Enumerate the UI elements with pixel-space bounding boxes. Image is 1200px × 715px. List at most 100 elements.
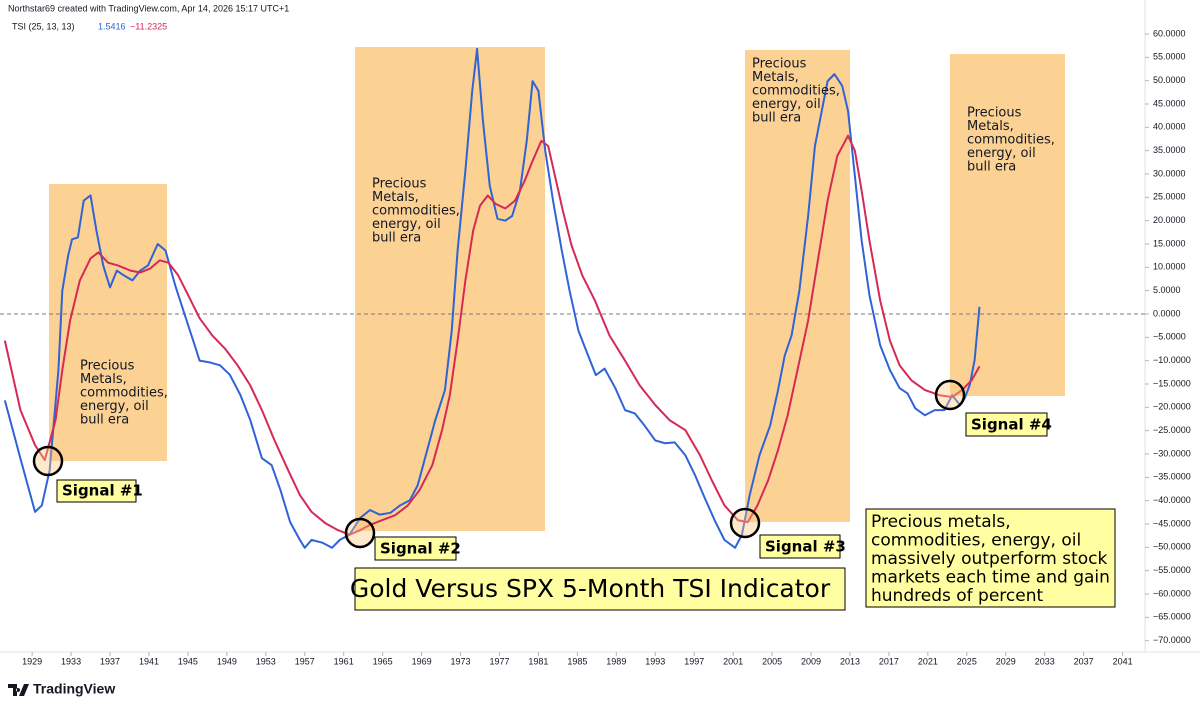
x-tick-label: 1929	[22, 656, 42, 666]
note-text: hundreds of percent	[871, 586, 1043, 606]
note-text: Precious metals,	[871, 512, 1011, 532]
y-tick-label: 50.0000	[1153, 75, 1186, 85]
era-text: Metals,	[752, 70, 799, 85]
y-tick-label: −65.0000	[1153, 612, 1191, 622]
y-tick-label: 40.0000	[1153, 122, 1186, 132]
signal-box	[759, 534, 841, 559]
x-tick-label: 1993	[645, 656, 665, 666]
era-text: bull era	[967, 160, 1016, 175]
x-tick-label: 2001	[723, 656, 743, 666]
signal-circle	[729, 507, 761, 539]
era-box	[745, 50, 850, 522]
era-text: commodities,	[752, 84, 840, 99]
x-tick-label: 2017	[879, 656, 899, 666]
y-tick-label: −50.0000	[1153, 542, 1191, 552]
y-tick-label: −30.0000	[1153, 448, 1191, 458]
era-text: bull era	[80, 413, 129, 428]
era-shading	[49, 47, 1065, 531]
signal-label: Signal #2	[380, 540, 461, 558]
y-tick-label: −45.0000	[1153, 518, 1191, 528]
x-tick-label: 2005	[762, 656, 782, 666]
x-tick-label: 1933	[61, 656, 81, 666]
x-tick-label: 2037	[1074, 656, 1094, 666]
era-text: Metals,	[80, 372, 127, 387]
era-text: bull era	[752, 111, 801, 126]
signal-circle	[32, 445, 64, 477]
axes: 60.0000 55.0000 50.0000 45.0000 40.0000 35.00…	[0, 0, 1200, 666]
era-text: energy, oil	[80, 399, 149, 414]
signal-label: Signal #3	[765, 538, 846, 556]
signal-box	[374, 536, 457, 561]
y-tick-label: −60.0000	[1153, 588, 1191, 598]
brand-name: TradingView	[33, 681, 115, 697]
y-tick-label: −35.0000	[1153, 472, 1191, 482]
x-tick-label: 1937	[100, 656, 120, 666]
era-box	[49, 184, 167, 461]
era-text: Precious	[967, 106, 1022, 121]
y-tick-label: 55.0000	[1153, 52, 1186, 62]
brand-logo	[8, 684, 29, 696]
y-tick-label: −5.0000	[1153, 332, 1186, 342]
x-tick-label: 2021	[918, 656, 938, 666]
y-tick-label: 30.0000	[1153, 168, 1186, 178]
title-box	[354, 567, 846, 611]
era-box	[950, 54, 1065, 396]
era-text: energy, oil	[752, 97, 821, 112]
y-tick-label: 45.0000	[1153, 98, 1186, 108]
signal-labels: Signal #1 Signal #2 Signal #3 Signal #4	[56, 412, 1052, 561]
x-tick-label: 2013	[840, 656, 860, 666]
x-tick-label: 1953	[256, 656, 276, 666]
x-tick-label: 1985	[567, 656, 587, 666]
note-text: commodities, energy, oil	[871, 531, 1081, 551]
era-box	[355, 47, 545, 531]
x-tick-label: 1969	[412, 656, 432, 666]
signal-circles	[32, 379, 966, 549]
era-text: Precious	[80, 359, 135, 374]
y-tick-label: −20.0000	[1153, 402, 1191, 412]
era-text: energy, oil	[967, 146, 1036, 161]
x-tick-label: 1957	[295, 656, 315, 666]
note-box	[865, 508, 1116, 608]
x-tick-label: 1949	[217, 656, 237, 666]
x-tick-label: 1981	[528, 656, 548, 666]
era-text: bull era	[372, 231, 421, 246]
x-tick-label: 1965	[373, 656, 393, 666]
indicator-value: −11.2325	[130, 21, 167, 31]
x-tick-label: 1945	[178, 656, 198, 666]
series-line	[3, 47, 981, 549]
era-text: Precious	[372, 177, 427, 192]
y-tick-label: −55.0000	[1153, 565, 1191, 575]
y-tick-label: −10.0000	[1153, 355, 1191, 365]
y-tick-label: 5.0000	[1153, 285, 1181, 295]
y-tick-label: 10.0000	[1153, 262, 1186, 272]
indicator-name: TSI (25, 13, 13)	[12, 21, 75, 31]
y-tick-label: −25.0000	[1153, 425, 1191, 435]
era-text: energy, oil	[372, 217, 441, 232]
x-tick-label: 1997	[684, 656, 704, 666]
era-text: commodities,	[967, 133, 1055, 148]
signal-label: Signal #4	[971, 416, 1052, 434]
x-tick-label: 2009	[801, 656, 821, 666]
y-tick-label: 25.0000	[1153, 192, 1186, 202]
era-text: Metals,	[372, 190, 419, 205]
x-tick-label: 2025	[957, 656, 977, 666]
era-text: Precious	[752, 57, 807, 72]
x-tick-label: 1973	[451, 656, 471, 666]
note-text: massively outperform stock	[871, 549, 1108, 569]
brand: TradingView	[8, 681, 115, 697]
x-tick-label: 1941	[139, 656, 159, 666]
chart-title: Gold Versus SPX 5-Month TSI Indicator	[350, 574, 831, 603]
signal-box	[965, 412, 1048, 437]
note: Precious metals,commodities, energy, oil…	[871, 512, 1110, 606]
note-text: markets each time and gain	[871, 568, 1110, 588]
y-tick-label: 35.0000	[1153, 145, 1186, 155]
signal-box	[56, 479, 137, 503]
x-tick-label: 2041	[1113, 656, 1133, 666]
era-text: commodities,	[372, 204, 460, 219]
signal-circle	[344, 517, 376, 549]
signal-label: Signal #1	[62, 482, 143, 500]
y-tick-label: −15.0000	[1153, 378, 1191, 388]
x-tick-label: 2029	[996, 656, 1016, 666]
